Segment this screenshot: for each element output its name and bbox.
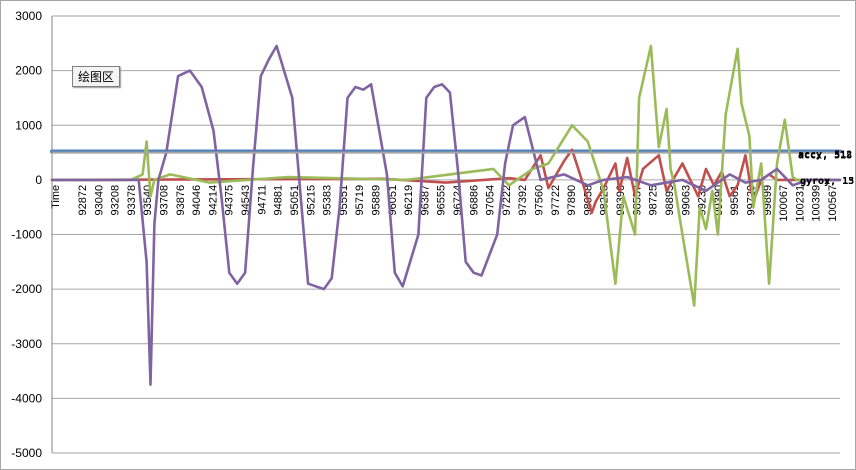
x-tick-label: 100567 (827, 185, 839, 222)
x-tick-label: 93708 (159, 185, 171, 216)
x-axis-label: Time (50, 185, 62, 209)
x-tick-label: 94711 (256, 185, 268, 215)
x-tick-label: 100231 (794, 185, 806, 222)
x-tick-label: 97722 (550, 185, 562, 216)
y-tick-label: 1000 (15, 118, 42, 132)
x-tick-label: 95383 (322, 185, 334, 216)
x-tick-label: 98396 (615, 185, 627, 216)
y-tick-label: -2000 (11, 282, 42, 296)
x-tick-label: 97392 (517, 185, 529, 216)
series-line-gyrox (50, 44, 842, 387)
x-tick-label: 99729 (745, 185, 757, 216)
y-tick-label: 0 (35, 173, 42, 187)
x-tick-label: 96555 (436, 185, 448, 216)
x-tick-label: 93378 (126, 185, 138, 216)
series-data-label: accy, 512 (798, 150, 852, 161)
x-axis-tick-labels: 92872 93040 93208 93378 93540 93708 93876 94046… (77, 185, 839, 222)
x-tick-label: 94214 (207, 185, 219, 216)
plot-area-tooltip: 绘图区 (72, 66, 121, 87)
x-tick-label: 95051 (289, 185, 301, 216)
x-tick-label: 97054 (485, 185, 497, 216)
gridlines (51, 15, 840, 454)
series-data-label: accx, 518 (798, 151, 852, 162)
x-tick-label: 96219 (403, 185, 415, 216)
y-tick-label: 3000 (15, 9, 42, 23)
x-tick-label: 97222 (501, 185, 513, 216)
x-tick-label: 93040 (93, 185, 105, 216)
series-lines (50, 44, 842, 387)
x-tick-label: 95719 (354, 185, 366, 216)
y-tick-label: -1000 (11, 228, 42, 242)
x-tick-label: 92872 (77, 185, 89, 216)
y-tick-label: -4000 (11, 391, 42, 405)
series-data-label: gyroy, 13 (800, 176, 854, 187)
x-tick-label: 100399 (811, 185, 823, 222)
x-tick-label: 96886 (468, 185, 480, 216)
y-tick-label: 2000 (15, 64, 42, 78)
x-tick-label: 98895 (664, 185, 676, 216)
x-tick-label: 100067 (778, 185, 790, 222)
series-data-label: gyrox, 15 (800, 176, 854, 187)
x-tick-label: 98725 (648, 185, 660, 216)
x-tick-label: 93208 (110, 185, 122, 216)
x-tick-label: 99063 (680, 185, 692, 216)
series-line-accz (50, 44, 842, 307)
x-tick-label: 95889 (370, 185, 382, 216)
y-tick-label: -3000 (11, 337, 42, 351)
x-tick-label: 95215 (305, 185, 317, 216)
x-tick-label: 94046 (191, 185, 203, 216)
y-tick-label: -5000 (11, 446, 42, 460)
x-tick-label: 94881 (273, 185, 285, 216)
x-tick-label: 93876 (175, 185, 187, 216)
y-axis-tick-labels: 3000 2000 1000 0 -1000 -2000 -3000 -4000 -5000 (11, 9, 42, 460)
x-tick-label: 96387 (419, 185, 431, 216)
x-tick-label: 97890 (566, 185, 578, 216)
x-tick-label: 94375 (224, 185, 236, 216)
x-tick-label: 97560 (534, 185, 546, 216)
